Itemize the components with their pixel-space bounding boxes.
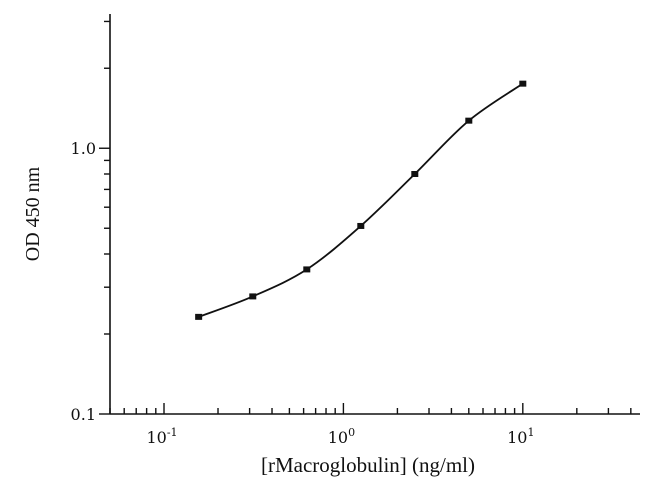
x-axis-title: [rMacroglobulin] (ng/ml) xyxy=(261,453,475,477)
data-point xyxy=(411,171,419,177)
fit-curve xyxy=(198,82,524,318)
y-ticks: 0.1 1.0 xyxy=(71,20,110,424)
x-ticks: 10-1 100 101 xyxy=(109,403,632,447)
fit-curve-layer xyxy=(198,82,524,318)
data-point xyxy=(519,80,527,87)
y-axis-title: OD 450 nm xyxy=(22,166,44,261)
y-tick-label: 1.0 xyxy=(71,139,96,158)
data-point xyxy=(303,266,311,273)
data-point xyxy=(195,313,203,320)
data-point xyxy=(249,293,257,300)
data-points xyxy=(195,80,527,320)
data-point xyxy=(465,117,473,124)
data-point xyxy=(357,222,365,229)
x-tick-label: 100 xyxy=(328,426,355,447)
x-tick-label: 10-1 xyxy=(146,426,177,447)
x-tick-label: 101 xyxy=(507,426,534,447)
y-tick-label: 0.1 xyxy=(71,405,96,424)
